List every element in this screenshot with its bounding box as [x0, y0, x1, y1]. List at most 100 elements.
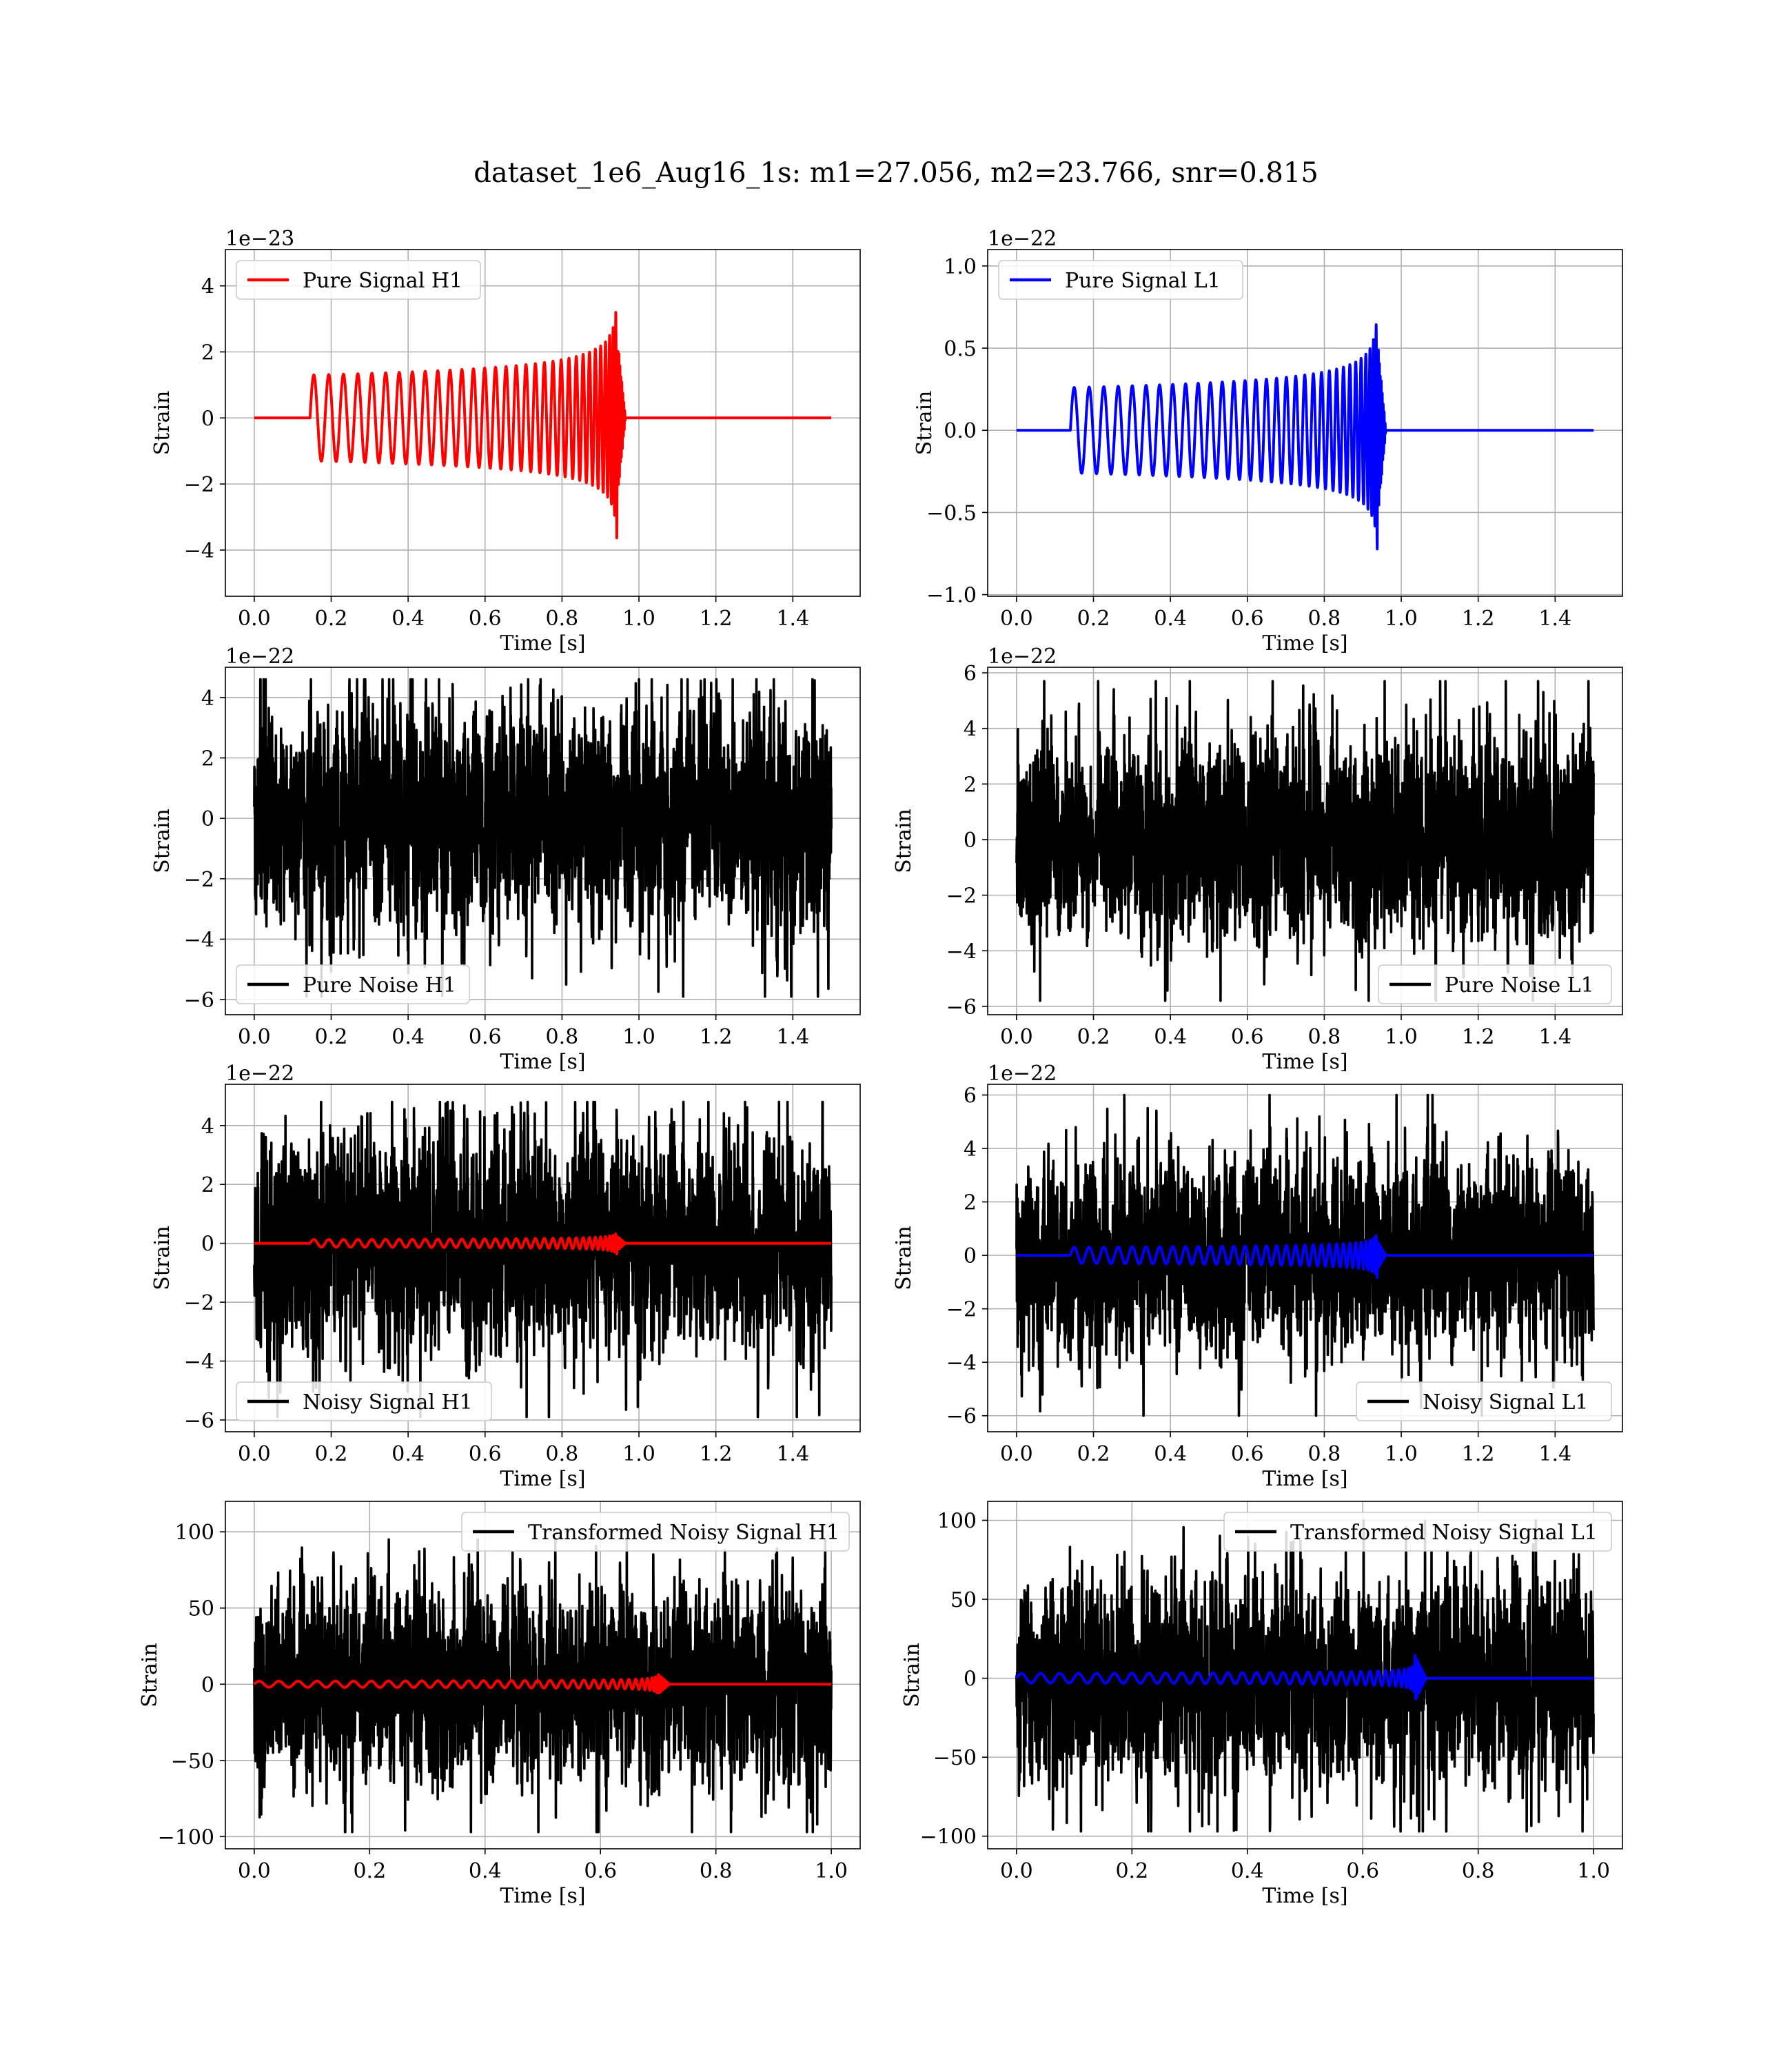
legend-box	[1356, 1381, 1612, 1421]
offset-text: 1e−22	[988, 1062, 1057, 1086]
x-axis-label: Time [s]	[1262, 1884, 1347, 1908]
offset-text: 1e−22	[988, 227, 1057, 251]
x-tick-label: 0.8	[700, 1859, 733, 1883]
y-tick-label: 0	[201, 407, 214, 431]
x-tick-label: 0.0	[1000, 607, 1033, 631]
x-tick-label: 0.6	[1231, 607, 1264, 631]
x-tick-label: 1.4	[776, 607, 809, 631]
series-line	[1015, 1093, 1595, 1417]
y-tick-label: −4	[946, 940, 977, 964]
legend-label: Pure Signal L1	[1065, 269, 1221, 293]
y-tick-label: −2	[184, 1291, 214, 1315]
legend-box	[236, 260, 481, 300]
x-tick-label: 1.0	[622, 607, 655, 631]
y-axis-label: Strain	[138, 1643, 162, 1707]
legend-label: Transformed Noisy Signal H1	[528, 1521, 839, 1545]
x-tick-label: 0.0	[238, 1442, 271, 1466]
panel-transformed-noisy-signal-l1: 0.0 0.2 0.4 0.6 0.8 1.0 −100 −50 0 50 100 Time [s] S…	[900, 1501, 1623, 1908]
y-tick-label: −6	[946, 1405, 977, 1429]
x-tick-label: 0.6	[584, 1859, 617, 1883]
y-tick-label: −4	[184, 539, 214, 563]
x-tick-label: 0.6	[469, 607, 502, 631]
series-line	[253, 1673, 833, 1694]
y-tick-label: 4	[964, 718, 977, 742]
x-tick-label: 1.0	[622, 1442, 655, 1466]
y-tick-label: 2	[201, 747, 214, 771]
axes-frame	[225, 249, 861, 597]
y-tick-label: −50	[171, 1750, 214, 1774]
axes-frame	[225, 1084, 861, 1432]
x-tick-label: 1.4	[1538, 1025, 1571, 1049]
x-tick-label: 0.4	[1154, 607, 1187, 631]
legend: Pure Signal L1	[998, 260, 1243, 300]
legend-label: Transformed Noisy Signal L1	[1290, 1521, 1598, 1545]
x-tick-label: 1.0	[815, 1859, 848, 1883]
x-tick-label: 0.2	[315, 1442, 348, 1466]
x-tick-label: 0.2	[315, 607, 348, 631]
y-axis-label: Strain	[900, 1643, 924, 1707]
x-tick-label: 0.2	[315, 1025, 348, 1049]
x-tick-label: 1.2	[1462, 607, 1495, 631]
series-line	[253, 1100, 833, 1419]
y-tick-label: 6	[964, 662, 977, 686]
x-axis-label: Time [s]	[1262, 1050, 1347, 1074]
legend: Pure Noise L1	[1378, 964, 1612, 1004]
y-tick-label: 100	[937, 1509, 977, 1533]
x-tick-label: 1.0	[1385, 1025, 1418, 1049]
y-tick-label: 50	[950, 1588, 977, 1612]
legend-box	[998, 260, 1243, 300]
x-tick-label: 0.0	[238, 1025, 271, 1049]
y-tick-label: 100	[175, 1521, 214, 1545]
legend: Noisy Signal H1	[236, 1381, 492, 1421]
axes-frame	[987, 1084, 1623, 1432]
y-tick-label: 2	[201, 1173, 214, 1197]
axes-frame	[987, 667, 1623, 1015]
x-tick-label: 0.0	[238, 607, 271, 631]
x-tick-label: 1.0	[1577, 1859, 1610, 1883]
y-tick-label: 0.0	[944, 419, 977, 443]
axes-frame	[987, 1501, 1623, 1849]
x-axis-label: Time [s]	[500, 1884, 585, 1908]
panel-pure-noise-h1: 0.0 0.2 0.4 0.6 0.8 1.0 1.2 1.4 −6 −4 −2 0 2 4 Time [s…	[150, 645, 861, 1074]
y-axis-label: Strain	[150, 809, 174, 873]
y-tick-label: 1.0	[944, 255, 977, 279]
series-line	[253, 1538, 833, 1834]
x-axis-label: Time [s]	[1262, 1467, 1347, 1491]
panel-noisy-signal-l1: 0.0 0.2 0.4 0.6 0.8 1.0 1.2 1.4 −6 −4 −2 0 2 4 6 Time […	[892, 1062, 1623, 1491]
y-tick-label: 4	[201, 275, 214, 299]
y-tick-label: −2	[946, 884, 977, 909]
legend-label: Pure Noise H1	[303, 973, 456, 997]
legend-label: Noisy Signal L1	[1423, 1390, 1588, 1415]
y-tick-label: −6	[184, 1409, 214, 1433]
x-tick-label: 0.0	[1000, 1025, 1033, 1049]
x-tick-label: 1.2	[700, 607, 733, 631]
y-axis-label: Strain	[892, 809, 916, 873]
y-axis-label: Strain	[892, 1226, 916, 1290]
y-tick-label: 0	[201, 1233, 214, 1257]
y-tick-label: 50	[188, 1597, 214, 1621]
x-tick-label: 0.0	[238, 1859, 271, 1883]
y-axis-label: Strain	[150, 391, 174, 456]
y-tick-label: −4	[184, 928, 214, 952]
legend-box	[1223, 1512, 1612, 1552]
y-axis-label: Strain	[913, 391, 937, 456]
offset-text: 1e−23	[225, 227, 294, 251]
x-tick-label: 1.2	[700, 1025, 733, 1049]
y-tick-label: 0	[201, 807, 214, 831]
x-tick-label: 0.8	[546, 607, 579, 631]
x-tick-label: 1.2	[1462, 1025, 1495, 1049]
offset-text: 1e−22	[225, 645, 294, 669]
y-tick-label: −4	[184, 1350, 214, 1374]
y-tick-label: 2	[964, 1191, 977, 1215]
y-tick-label: −100	[920, 1825, 977, 1849]
x-tick-label: 0.4	[1154, 1442, 1187, 1466]
x-axis-label: Time [s]	[500, 1050, 585, 1074]
series-line	[253, 678, 833, 998]
x-tick-label: 1.2	[1462, 1442, 1495, 1466]
x-tick-label: 0.4	[1154, 1025, 1187, 1049]
x-tick-label: 0.6	[469, 1025, 502, 1049]
x-tick-label: 1.0	[622, 1025, 655, 1049]
y-tick-label: −6	[184, 989, 214, 1013]
y-tick-label: −1.0	[926, 584, 977, 608]
